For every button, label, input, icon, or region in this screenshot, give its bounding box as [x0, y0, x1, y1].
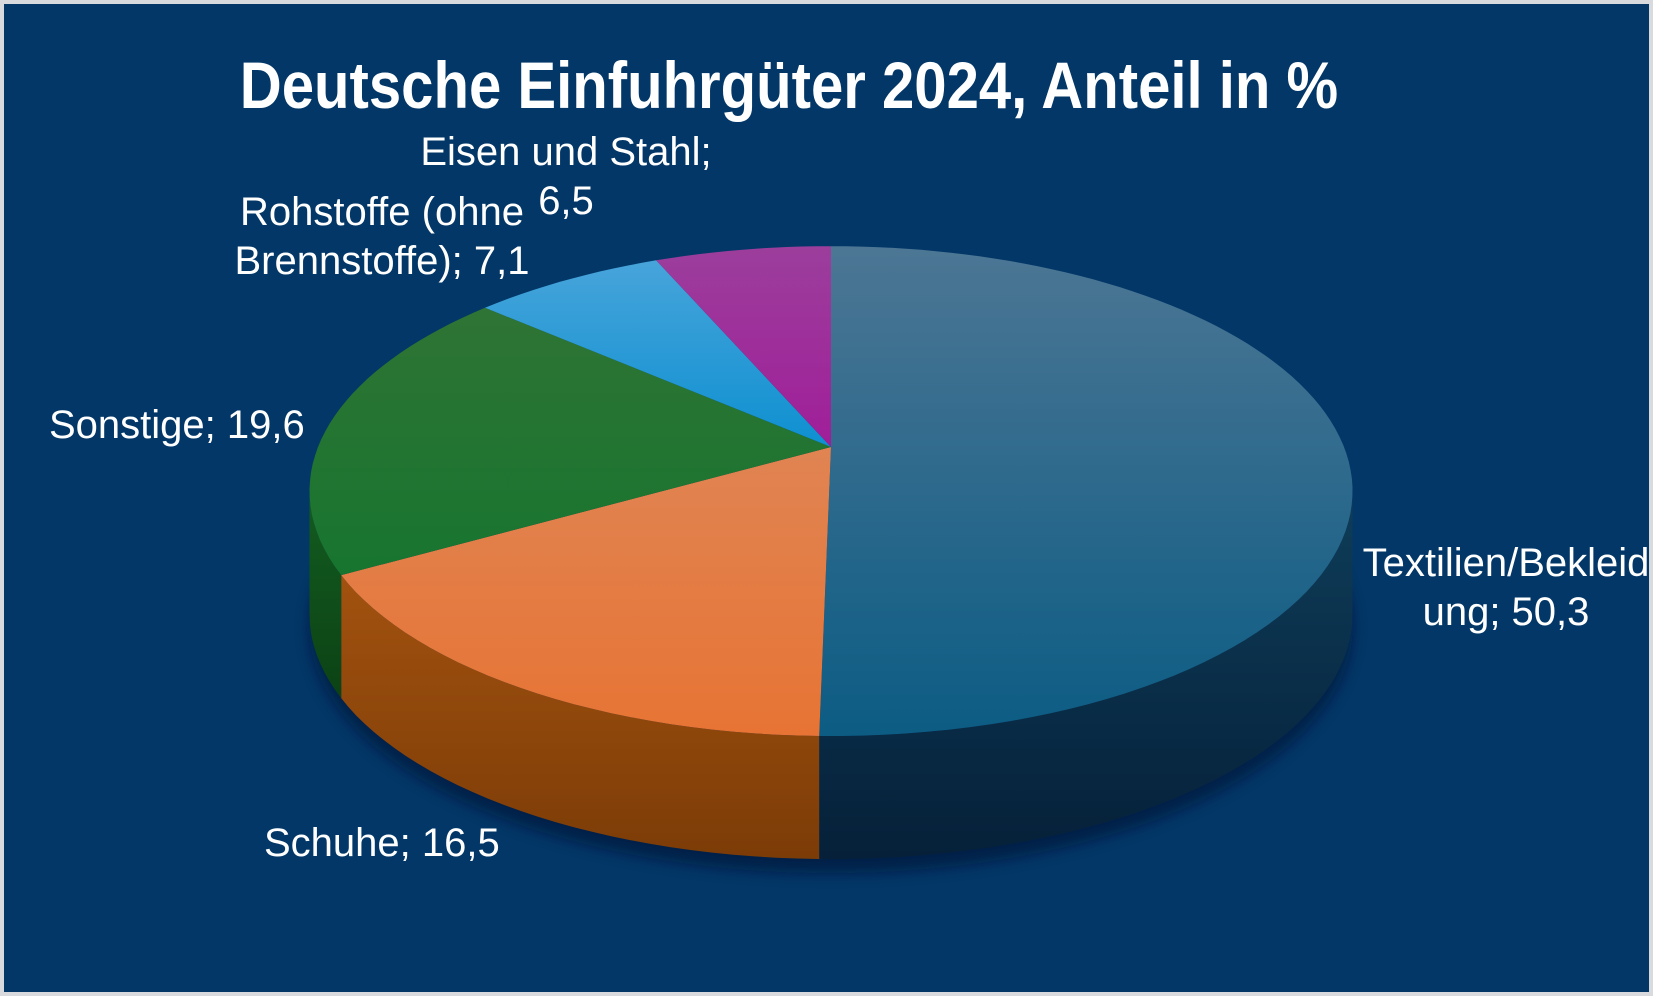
pie-slice-eisen-und-stahl[interactable] [656, 246, 831, 447]
slice-label-textilien-bekleidung: Textilien/Bekleid ung; 50,3 [1344, 539, 1650, 637]
pie-slice-textilien-bekleidung[interactable] [819, 246, 1353, 736]
slice-label-line: Textilien/Bekleid [1362, 541, 1650, 585]
slice-label-line: Sonstige; 19,6 [49, 403, 305, 447]
pie-3d-canvas [309, 246, 1353, 873]
pie-slice-rohstoffe-ohne-brennstoffe[interactable] [485, 260, 831, 447]
pie-slice-side-sonstige [309, 491, 342, 699]
pie-slice-sonstige[interactable] [309, 307, 832, 576]
slice-label-eisen-und-stahl: Eisen und Stahl; 6,5 [366, 128, 766, 226]
slice-label-line: Brennstoffe); 7,1 [234, 239, 530, 283]
slice-label-line: Schuhe; 16,5 [264, 821, 500, 865]
slice-label-line: 6,5 [538, 179, 594, 223]
slice-label-rohstoffe: Rohstoffe (ohne Brennstoffe); 7,1 [182, 188, 582, 286]
pie-slice-schuhe[interactable] [341, 447, 831, 736]
slice-label-sonstige: Sonstige; 19,6 [49, 401, 305, 450]
slice-label-line: Rohstoffe (ohne [240, 190, 524, 234]
slice-label-schuhe: Schuhe; 16,5 [264, 819, 500, 868]
chart-title: Deutsche Einfuhrgüter 2024, Anteil in % [239, 48, 1339, 122]
slice-label-line: Eisen und Stahl; [420, 130, 712, 174]
pie-slice-side-textilien-bekleidung [819, 491, 1353, 859]
slice-label-line: ung; 50,3 [1422, 590, 1590, 634]
pie-slice-side-schuhe [341, 575, 820, 859]
